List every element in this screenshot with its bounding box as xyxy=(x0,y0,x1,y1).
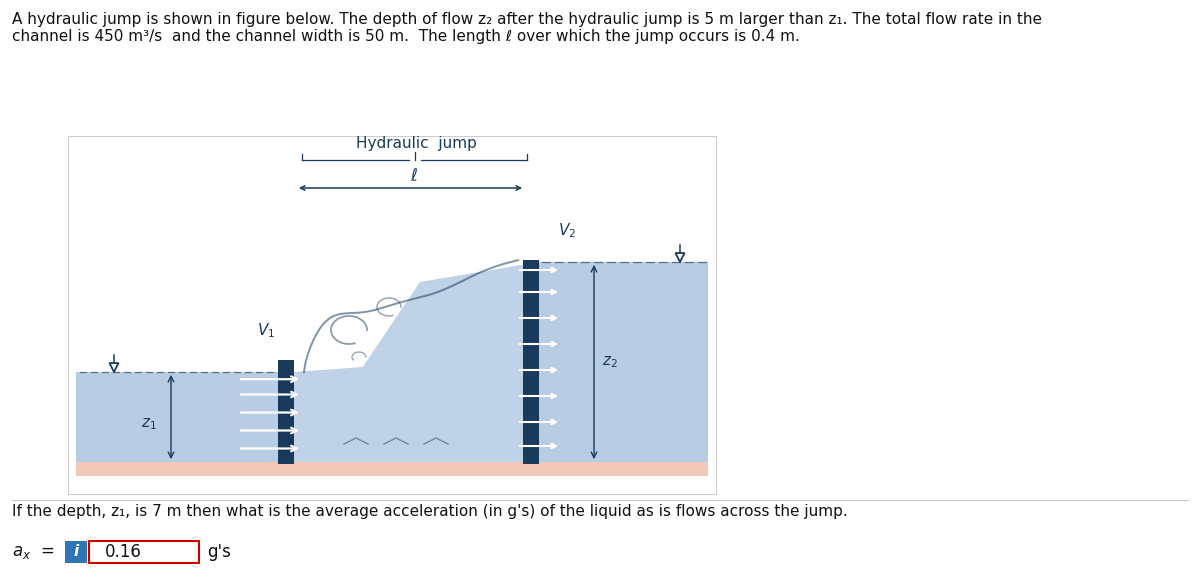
Bar xyxy=(539,262,708,462)
Text: If the depth, z₁, is 7 m then what is the average acceleration (in g's) of the l: If the depth, z₁, is 7 m then what is th… xyxy=(12,504,847,519)
Text: $a_x$  =: $a_x$ = xyxy=(12,543,54,561)
Polygon shape xyxy=(676,253,684,262)
Text: $z_1$: $z_1$ xyxy=(142,416,157,432)
Bar xyxy=(65,541,88,563)
Polygon shape xyxy=(109,363,119,372)
Text: $V_1$: $V_1$ xyxy=(257,321,275,340)
Text: Hydraulic  jump: Hydraulic jump xyxy=(356,136,476,151)
Bar xyxy=(278,360,294,464)
Text: $V_2$: $V_2$ xyxy=(558,221,576,240)
Bar xyxy=(89,541,199,563)
Bar xyxy=(76,462,708,476)
Text: g's: g's xyxy=(208,543,230,561)
Bar xyxy=(76,372,278,462)
Text: i: i xyxy=(73,545,79,559)
Text: $z_2$: $z_2$ xyxy=(602,354,618,370)
Text: 0.16: 0.16 xyxy=(106,543,142,561)
Polygon shape xyxy=(294,262,539,462)
Bar xyxy=(68,136,716,494)
Text: channel is 450 m³/s  and the channel width is 50 m.  The length ℓ over which the: channel is 450 m³/s and the channel widt… xyxy=(12,29,800,44)
Bar xyxy=(523,260,539,464)
Text: A hydraulic jump is shown in figure below. The depth of flow z₂ after the hydrau: A hydraulic jump is shown in figure belo… xyxy=(12,12,1042,27)
Text: $\ell$: $\ell$ xyxy=(410,167,419,185)
